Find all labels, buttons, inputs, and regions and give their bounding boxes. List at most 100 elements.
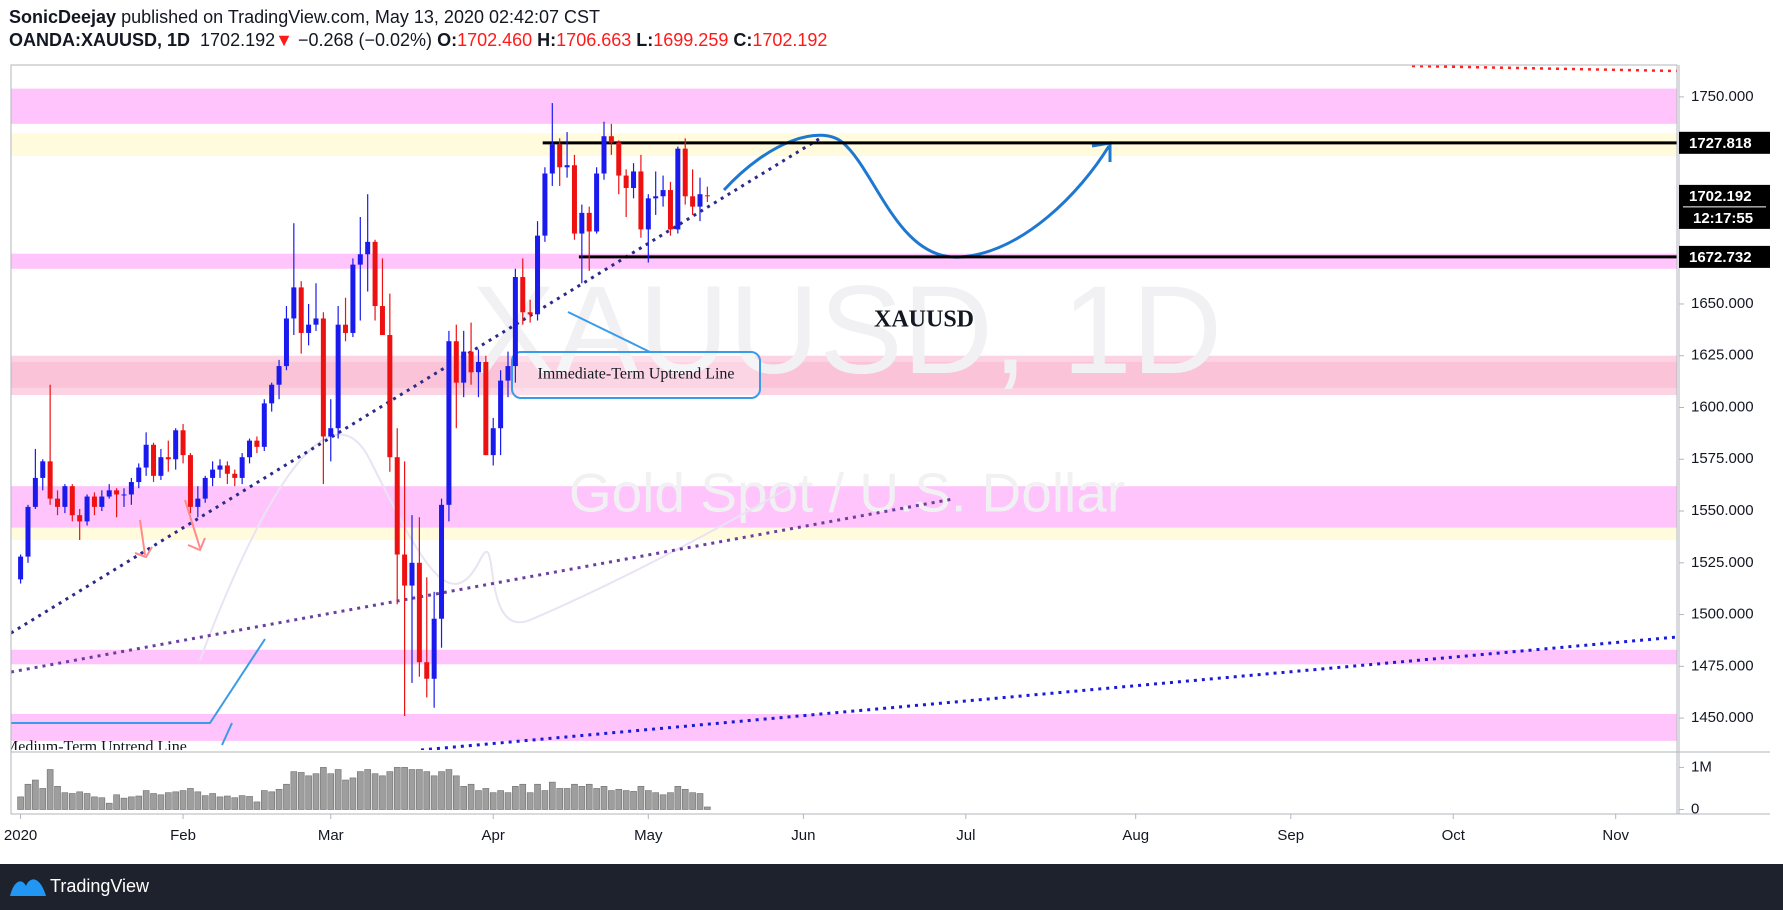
volume-bar bbox=[549, 781, 556, 810]
volume-bar bbox=[445, 769, 453, 810]
ohlc-key: C: bbox=[733, 30, 753, 50]
volume bbox=[17, 767, 711, 810]
logo-shape bbox=[10, 879, 46, 896]
candle-body bbox=[461, 351, 467, 383]
candle-body bbox=[335, 324, 341, 429]
candle-body bbox=[232, 473, 238, 478]
volume-bar bbox=[224, 795, 231, 810]
candle-body bbox=[187, 455, 193, 507]
candle-body bbox=[77, 515, 83, 522]
ohlc-key: L: bbox=[636, 30, 654, 50]
volume-tick-label: 1M bbox=[1691, 758, 1712, 775]
volume-bar bbox=[253, 801, 261, 810]
volume-bar bbox=[600, 786, 608, 810]
candle-body bbox=[512, 277, 518, 367]
candle-body bbox=[291, 287, 297, 319]
candle-body bbox=[453, 341, 459, 383]
x-tick-label: Oct bbox=[1442, 827, 1466, 844]
candle-body bbox=[416, 562, 422, 663]
candle-body bbox=[202, 477, 208, 499]
last-price-label: 1702.192 bbox=[1689, 188, 1752, 205]
volume-bar bbox=[689, 792, 696, 810]
ohlc-value: 1702.192 bbox=[752, 30, 828, 50]
axes: 1450.000 1475.000 1500.000 1525.000 1550.000… bbox=[4, 88, 1770, 844]
volume-bar bbox=[534, 783, 541, 810]
volume-bar bbox=[667, 792, 674, 810]
volume-tick-label: 0 bbox=[1691, 800, 1699, 817]
volume-bar bbox=[238, 795, 246, 810]
candle-body bbox=[549, 144, 555, 174]
volume-bar bbox=[512, 786, 519, 810]
candle-body bbox=[343, 324, 349, 333]
volume-bar bbox=[105, 802, 113, 810]
candle-body bbox=[357, 254, 363, 265]
volume-bar bbox=[681, 788, 689, 810]
zone bbox=[11, 649, 1677, 665]
volume-bar bbox=[120, 797, 128, 810]
zone bbox=[11, 527, 1677, 541]
zone bbox=[11, 361, 1677, 388]
volume-bar bbox=[260, 790, 268, 810]
zone bbox=[11, 713, 1677, 741]
candle-body bbox=[136, 467, 142, 483]
volume-bar bbox=[571, 783, 578, 810]
header-line: OANDA:XAUUSD, 1D 1702.192▼ −0.268 (−0.02… bbox=[9, 29, 827, 52]
candle-body bbox=[40, 461, 46, 478]
volume-bar bbox=[674, 786, 682, 810]
volume-bar bbox=[526, 792, 534, 810]
y-tick-label: 1600.000 bbox=[1691, 398, 1754, 415]
x-tick-label: Mar bbox=[318, 827, 344, 844]
callout-pointer bbox=[11, 638, 266, 746]
y-tick-label: 1550.000 bbox=[1691, 502, 1754, 519]
candle-body bbox=[475, 361, 481, 373]
y-tick-label: 1525.000 bbox=[1691, 554, 1754, 571]
volume-bar bbox=[128, 796, 135, 810]
change-arrow: ▼ bbox=[275, 30, 293, 50]
footer: TradingView bbox=[0, 864, 1783, 910]
volume-bar bbox=[371, 773, 379, 810]
x-tick-label: Feb bbox=[170, 827, 196, 844]
volume-bar bbox=[172, 791, 179, 810]
callout-pointer bbox=[567, 311, 651, 353]
candles bbox=[18, 103, 710, 717]
candle-body bbox=[180, 430, 186, 456]
candle-body bbox=[47, 461, 53, 499]
volume-bar bbox=[704, 806, 711, 810]
volume-bar bbox=[637, 786, 645, 810]
candle-body bbox=[165, 457, 171, 460]
x-tick-label: Aug bbox=[1122, 827, 1149, 844]
x-tick-label: Jun bbox=[791, 827, 815, 844]
volume-bar bbox=[379, 775, 386, 810]
volume-bar bbox=[585, 783, 593, 810]
candle-body bbox=[143, 444, 149, 468]
volume-bar bbox=[593, 788, 600, 810]
levels bbox=[542, 141, 1677, 259]
candle-body bbox=[84, 496, 90, 522]
candle-body bbox=[616, 142, 622, 176]
volume-bar bbox=[504, 792, 512, 810]
zone bbox=[11, 486, 1677, 532]
volume-bar bbox=[556, 788, 563, 810]
volume-bar bbox=[231, 797, 239, 810]
candle-body bbox=[631, 171, 637, 189]
header: SonicDeejay published on TradingView.com… bbox=[9, 6, 827, 52]
candle-body bbox=[483, 361, 489, 456]
volume-bar bbox=[622, 790, 630, 810]
ohlc-key: O: bbox=[437, 30, 458, 50]
candle-body bbox=[409, 562, 415, 586]
volume-bar bbox=[283, 783, 290, 810]
volume-bar bbox=[453, 775, 460, 810]
candle-body bbox=[158, 457, 164, 476]
volume-bar bbox=[320, 767, 327, 810]
volume-bar bbox=[290, 771, 298, 810]
volume-bar bbox=[179, 790, 187, 810]
candle-body bbox=[128, 482, 134, 495]
volume-bar bbox=[312, 773, 320, 810]
ohlc-value: 1702.460 bbox=[457, 30, 533, 50]
header-line: SonicDeejay published on TradingView.com… bbox=[9, 6, 827, 29]
volume-bar bbox=[187, 788, 194, 810]
candle-body bbox=[350, 264, 356, 333]
x-tick-label: Jul bbox=[956, 827, 975, 844]
watermark-symbol: XAUUSD, 1D bbox=[472, 261, 1222, 400]
